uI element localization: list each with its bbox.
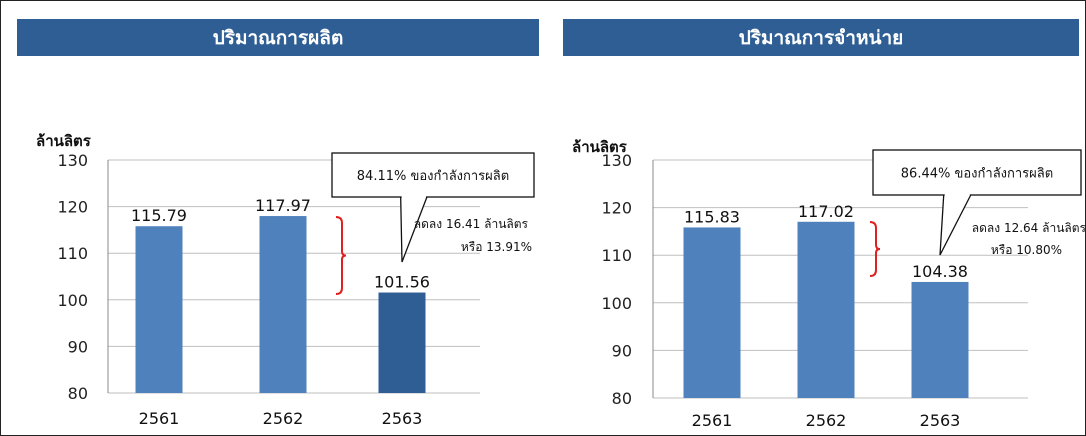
change-bracket	[335, 216, 347, 295]
x-tick-label: 2562	[263, 409, 304, 428]
change-note-line1: ลดลง 16.41 ล้านลิตร	[414, 217, 529, 231]
production-chart: ล้านลิตร 80 90 100 110 120 130 115.79 2561 117.97…	[36, 132, 535, 428]
y-tick-label: 80	[68, 384, 88, 403]
sales-chart: ล้านลิตร 80 90 100 110 120 130 115.83 2561 117.02…	[572, 138, 1086, 430]
y-tick-label: 130	[57, 151, 88, 170]
data-label: 115.79	[131, 206, 187, 225]
y-axis-label: ล้านลิตร	[36, 132, 92, 150]
panel-title-sales: ปริมาณการจำหน่าย	[563, 19, 1079, 56]
data-label: 101.56	[374, 273, 430, 292]
x-tick-label: 2561	[692, 411, 733, 430]
x-tick-label: 2563	[382, 409, 423, 428]
bar	[683, 227, 741, 398]
y-tick-label: 100	[601, 294, 632, 313]
y-tick-label: 100	[57, 291, 88, 310]
callout-text: 86.44% ของกำลังการผลิต	[901, 167, 1053, 182]
data-label: 115.83	[684, 207, 740, 226]
data-label: 117.02	[798, 202, 854, 221]
bar	[911, 281, 969, 398]
callout-pointer	[400, 196, 428, 263]
change-bracket	[869, 221, 881, 277]
x-tick-label: 2561	[139, 409, 180, 428]
y-tick-label: 120	[57, 198, 88, 217]
bar	[378, 292, 426, 393]
change-note-line2: หรือ 13.91%	[461, 240, 532, 254]
y-tick-label: 80	[612, 389, 632, 408]
panel-title-production: ปริมาณการผลิต	[17, 19, 539, 56]
y-axis-label: ล้านลิตร	[572, 138, 628, 156]
callout-text: 84.11% ของกำลังการผลิต	[357, 169, 509, 184]
callout-pointer	[939, 194, 972, 256]
y-tick-label: 110	[601, 246, 632, 265]
data-label: 117.97	[255, 196, 311, 215]
y-tick-label: 90	[68, 337, 88, 356]
y-tick-label: 120	[601, 199, 632, 218]
data-label: 104.38	[912, 262, 968, 281]
callout-box	[872, 149, 1082, 196]
change-note-line2: หรือ 10.80%	[991, 243, 1062, 257]
y-tick-label: 110	[57, 244, 88, 263]
bar	[135, 226, 183, 393]
y-tick-label: 130	[601, 151, 632, 170]
bar	[797, 221, 855, 398]
change-note-line1: ลดลง 12.64 ล้านลิตร	[972, 221, 1086, 235]
x-tick-label: 2562	[806, 411, 847, 430]
y-tick-label: 90	[612, 341, 632, 360]
bar	[259, 216, 307, 393]
x-tick-label: 2563	[920, 411, 961, 430]
callout-box	[331, 152, 535, 198]
